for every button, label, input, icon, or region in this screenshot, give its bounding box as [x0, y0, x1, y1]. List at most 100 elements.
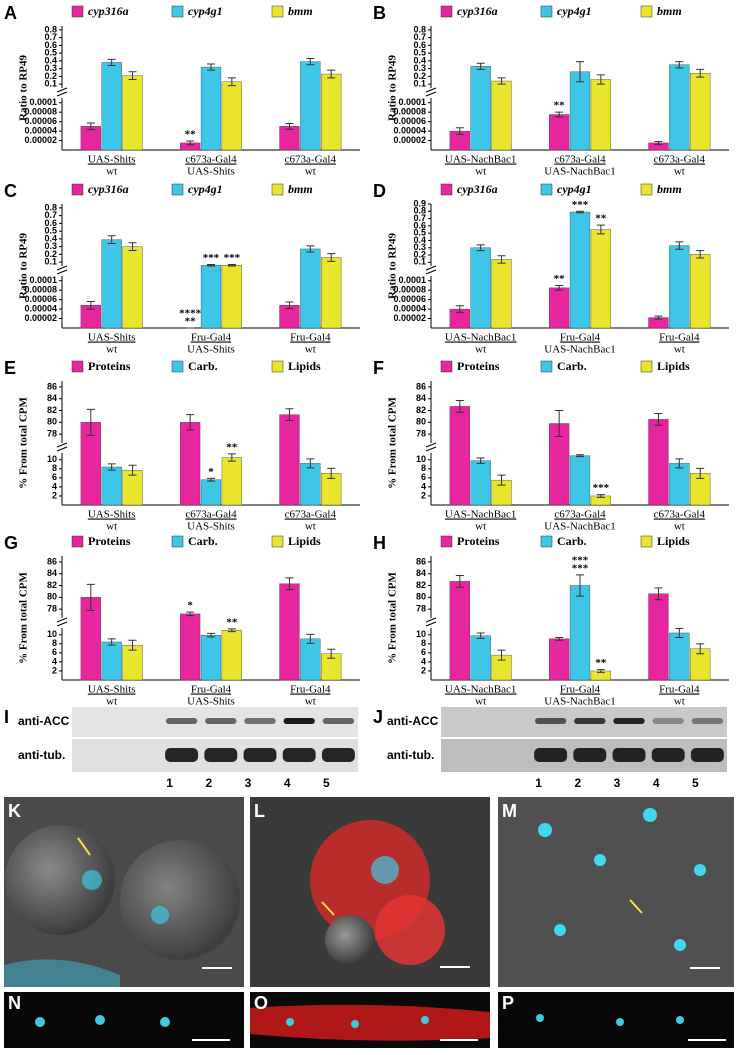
legend-swatch [640, 535, 653, 548]
band [691, 718, 724, 724]
error-bar [555, 410, 564, 438]
significance: *** [224, 252, 241, 264]
error-bar [306, 458, 315, 469]
error-bar [675, 458, 684, 469]
error-bar [207, 263, 215, 267]
error-bar [227, 77, 236, 87]
axis-break [56, 265, 68, 271]
y-tick-label: 0.00006 [393, 116, 426, 126]
y-tick-label: 0.8 [413, 206, 426, 216]
panel-label: K [8, 801, 21, 821]
panel-label: C [4, 181, 17, 201]
bar [470, 460, 491, 506]
y-tick-label: 84 [47, 568, 57, 578]
x-tick-label: wt [475, 521, 486, 533]
legend-label: bmm [657, 4, 682, 18]
y-tick-label: 2 [52, 665, 57, 675]
micrographs [4, 797, 734, 1048]
band [613, 718, 645, 724]
x-tick-label: UAS-Shits [88, 154, 136, 166]
y-tick-label: 80 [47, 417, 57, 427]
blot-row-label: anti-ACC [18, 714, 70, 728]
significance: ** [185, 316, 197, 328]
bar [449, 581, 470, 681]
y-tick-label: 0.6 [44, 218, 57, 228]
nucleus [538, 823, 552, 837]
significance: ** [595, 657, 607, 669]
y-tick-label: 0.4 [413, 235, 426, 245]
y-tick-label: 0.00006 [393, 294, 426, 304]
significance: *** [572, 199, 589, 211]
band [322, 718, 355, 724]
error-bar [696, 68, 705, 78]
legend-swatch [440, 535, 453, 548]
y-tick-label: 4 [421, 481, 426, 491]
panel-label: B [373, 3, 386, 23]
axis-break [425, 265, 437, 271]
y-tick-label: 82 [47, 405, 57, 415]
x-tick-label: c673a-Gal4 [185, 509, 237, 521]
legend-label: bmm [288, 4, 313, 18]
lane-label: 1 [535, 776, 542, 790]
y-tick-label: 0.00004 [24, 303, 57, 313]
y-axis-label: Ratio to RP49 [387, 55, 399, 121]
bar [569, 455, 591, 506]
y-tick-label: 0.2 [413, 249, 426, 259]
lane-label: 2 [574, 776, 581, 790]
error-bar [654, 587, 663, 601]
error-bar [696, 643, 705, 655]
bar [470, 247, 491, 329]
legend-swatch [640, 5, 653, 18]
y-tick-label: 2 [52, 490, 57, 500]
bar [300, 61, 321, 151]
nucleus [95, 1015, 105, 1025]
x-tick-label: Fru-Gal4 [290, 332, 331, 344]
x-tick-label: UAS-NachBac1 [445, 332, 516, 344]
error-bar [476, 632, 485, 639]
legend-label: bmm [657, 182, 682, 196]
bar [221, 630, 242, 681]
bar [669, 245, 690, 329]
nucleus [351, 1020, 359, 1028]
y-tick-label: 0.5 [413, 228, 426, 238]
x-tick-label: wt [674, 344, 685, 356]
legend-swatch [271, 183, 284, 196]
x-tick-label: c673a-Gal4 [654, 154, 706, 166]
y-tick-label: 0.00008 [393, 285, 426, 295]
legend-label: Proteins [88, 534, 131, 548]
lane-label: 5 [692, 776, 699, 790]
bar [321, 257, 342, 329]
arrow [77, 837, 91, 856]
y-tick-label: 0.00006 [24, 116, 57, 126]
legend-swatch [171, 535, 184, 548]
y-tick-label: 0.3 [44, 241, 57, 251]
y-tick-label: 10 [416, 454, 426, 464]
y-tick-label: 0.00004 [393, 125, 426, 135]
nucleus [151, 906, 169, 924]
error-bar [285, 408, 294, 422]
band [283, 718, 315, 724]
y-tick-label: 0.00002 [24, 135, 57, 145]
x-tick-label: Fru-Gal4 [191, 684, 232, 696]
axis-break [56, 87, 68, 93]
legend-label: Carb. [188, 359, 218, 373]
error-bar [497, 255, 506, 264]
significance: ** [554, 273, 566, 285]
error-bar [596, 224, 605, 235]
significance: *** [572, 562, 589, 574]
error-bar [576, 210, 584, 214]
legend-label: Lipids [657, 359, 690, 373]
x-tick-label: UAS-NachBac1 [445, 509, 516, 521]
lane-label: 5 [323, 776, 330, 790]
y-tick-label: 8 [421, 638, 426, 648]
y-tick-label: 10 [47, 454, 57, 464]
legend-swatch [271, 360, 284, 373]
error-bar [186, 414, 195, 431]
y-tick-label: 6 [52, 647, 57, 657]
y-tick-label: 10 [47, 629, 57, 639]
bar [221, 81, 242, 151]
nucleus [676, 1016, 684, 1024]
error-bar [86, 301, 95, 310]
significance: *** [593, 482, 610, 494]
band [321, 748, 355, 762]
